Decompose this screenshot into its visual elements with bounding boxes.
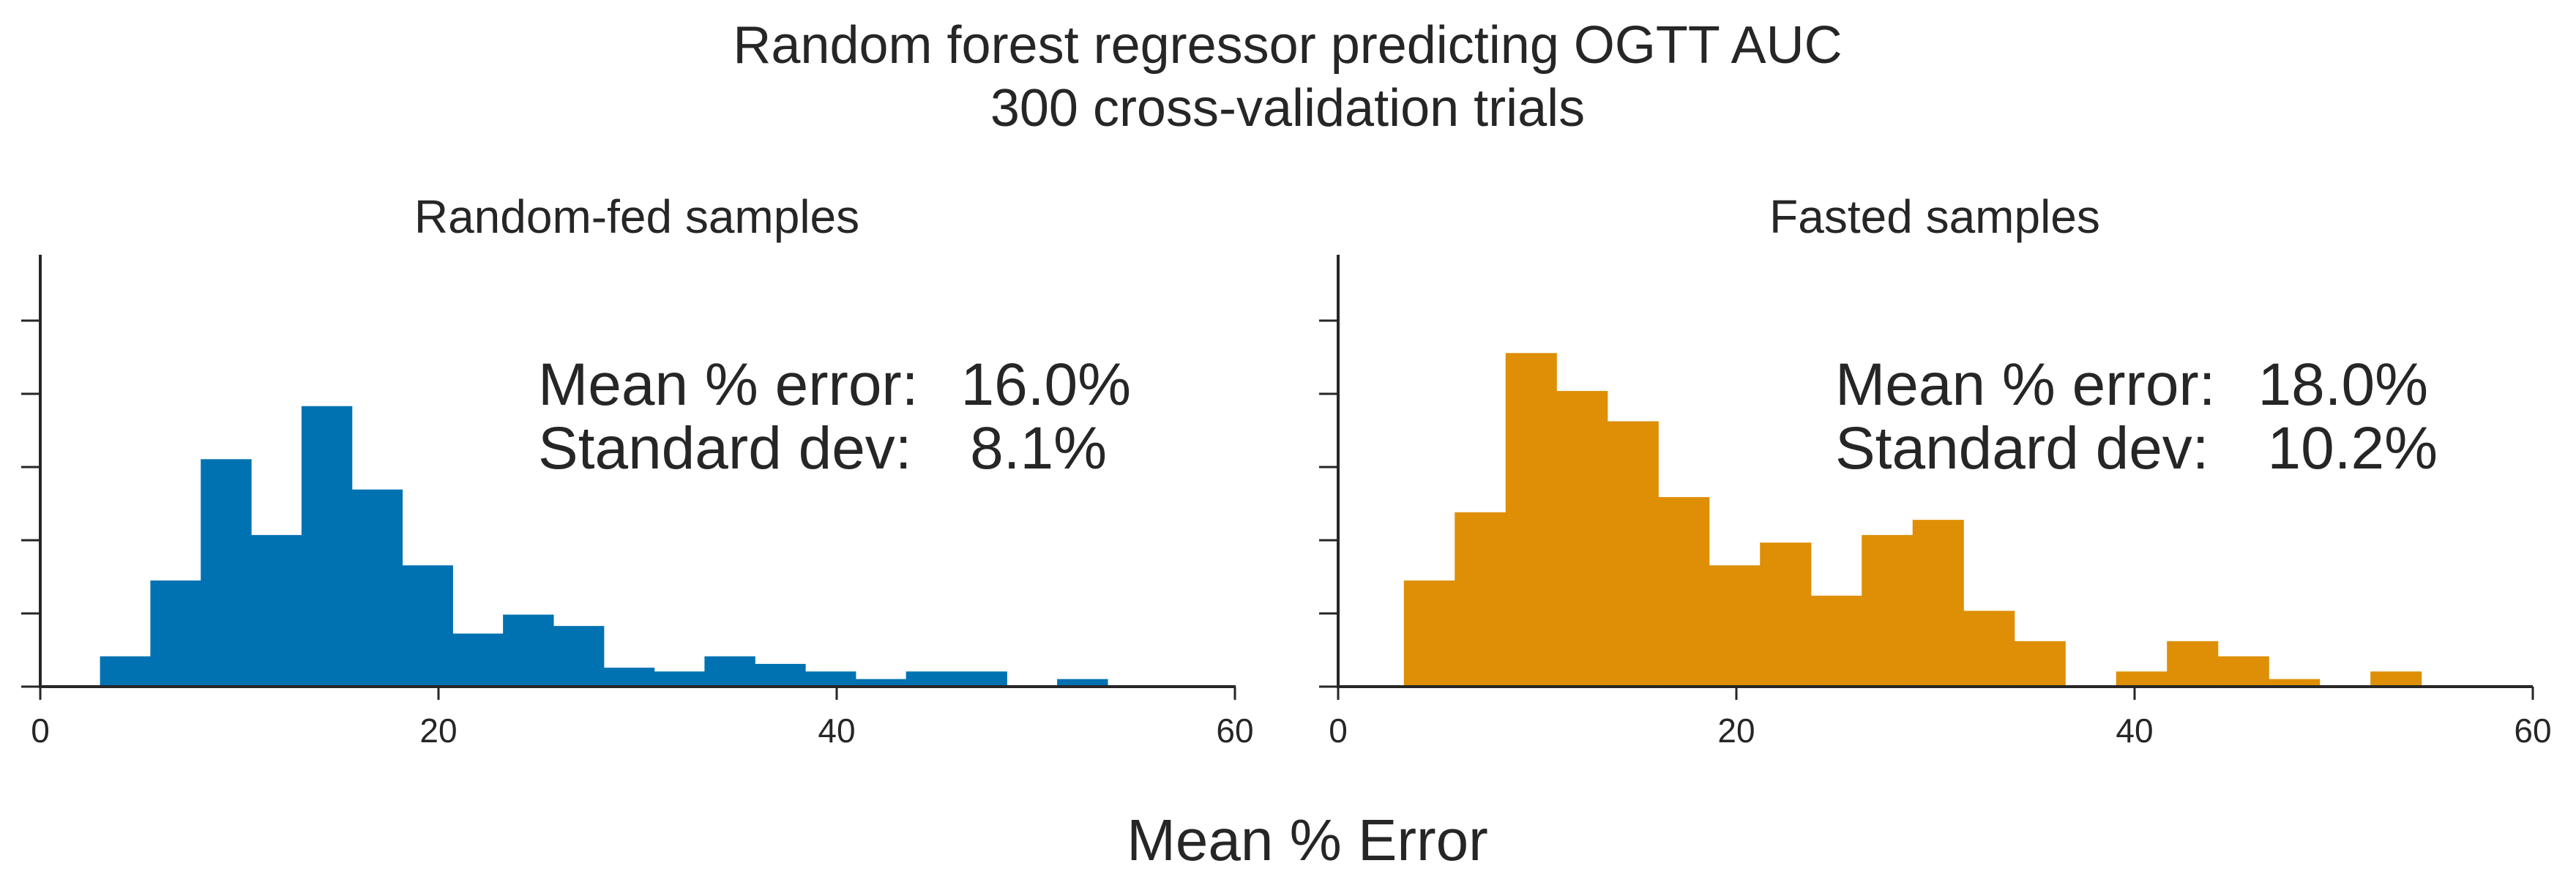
histogram-bar [301,406,353,687]
histogram-bar [351,489,403,687]
mean-error-label: Mean % error: [538,351,919,418]
x-tick-label: 40 [818,712,855,750]
histogram-bar [1709,565,1761,687]
figure-title-line1: Random forest regressor predicting OGTT … [733,16,1842,75]
x-tick-label: 20 [1717,712,1755,750]
histogram-bar [150,580,201,687]
histogram-bar [402,565,453,687]
yticks-fasted [1319,319,1338,688]
shared-x-axis-label: Mean % Error [1127,807,1487,873]
histogram-bar [654,671,705,687]
bars-fasted [1403,353,2422,687]
histogram-bar [1658,497,1710,687]
histogram-bar [1810,595,1862,687]
histogram-bar [855,679,907,687]
histogram-bar [704,656,755,687]
x-tick-label: 40 [2116,712,2153,750]
histogram-bar [201,459,252,687]
yticks-random-fed [21,319,40,688]
x-tick-label: 0 [31,712,50,750]
histogram-bar [1057,679,1108,687]
standard-dev-label: Standard dev: [1835,415,2209,482]
histogram-bar [503,614,554,687]
histogram-bar [1862,534,1914,687]
stats-fasted: Mean % error: 18.0% Standard dev: 10.2% [1835,351,2438,482]
xticks-random-fed: 0 20 40 60 [31,687,1254,750]
histogram-bar [755,663,806,687]
x-tick-label: 0 [1329,712,1348,750]
xticks-fasted: 0 20 40 60 [1329,687,2552,750]
figure-title-line2: 300 cross-validation trials [990,79,1585,138]
histogram-bar [553,626,605,687]
histogram-bar [2167,641,2219,687]
mean-error-label: Mean % error: [1835,351,2216,418]
histogram-bar [2269,679,2321,687]
histogram-bar [1963,611,2015,687]
histogram-bar [1403,580,1455,687]
x-tick-label: 20 [419,712,457,750]
histogram-bar [251,534,302,687]
histogram-bar [1760,542,1812,687]
histogram-bar [805,671,856,687]
histogram-bar [1455,512,1507,687]
bars-random-fed [100,406,1108,687]
histogram-bar [452,633,504,687]
panel-fasted: Fasted samples 0 20 40 60 Mean % error: 18.… [1319,190,2552,750]
histogram-bar [1556,391,1608,687]
histogram-bar [2370,671,2422,687]
mean-error-value: 16.0% [960,351,1131,418]
x-tick-label: 60 [2514,712,2551,750]
histogram-bar [1912,520,1964,687]
histogram-bar [906,671,957,687]
histogram-bar [1505,353,1557,687]
panel-title-random-fed: Random-fed samples [414,190,859,243]
standard-dev-value: 10.2% [2267,415,2438,482]
histogram-bar [603,668,655,687]
histogram-bar [2014,641,2066,687]
histogram-bar [1607,421,1659,687]
standard-dev-value: 8.1% [970,415,1107,482]
panel-random-fed: Random-fed samples 0 20 40 60 Mean % error:… [21,190,1254,750]
stats-random-fed: Mean % error: 16.0% Standard dev: 8.1% [538,351,1131,482]
standard-dev-label: Standard dev: [538,415,912,482]
panel-title-fasted: Fasted samples [1769,190,2100,243]
histogram-bar [2217,656,2269,687]
x-tick-label: 60 [1216,712,1253,750]
histogram-bar [956,671,1007,687]
histogram-bar [100,656,152,687]
histogram-bar [2116,671,2168,687]
mean-error-value: 18.0% [2258,351,2428,418]
